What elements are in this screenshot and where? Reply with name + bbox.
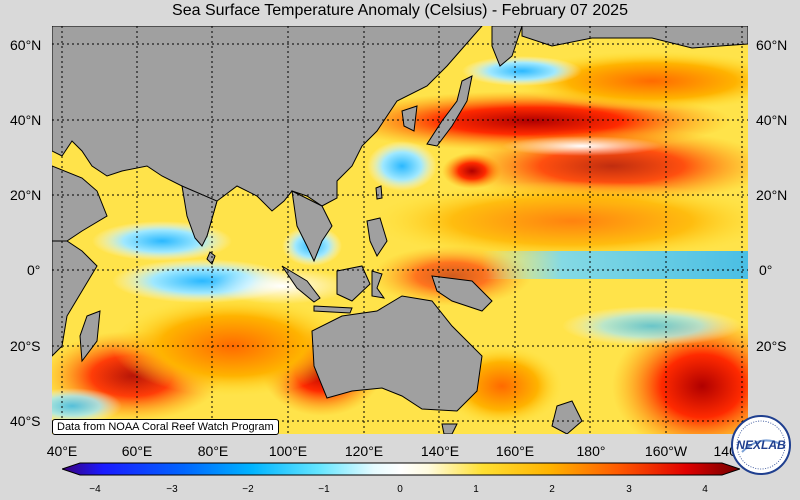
taiwan (375, 185, 383, 200)
korea (401, 105, 418, 132)
colorbar-tick: −4 (89, 484, 101, 495)
new-guinea (431, 275, 493, 312)
borneo (336, 265, 371, 302)
colorbar-tick: 0 (397, 484, 403, 495)
lat-label-right: 20°N (756, 187, 788, 203)
colorbar-tick: −2 (242, 484, 254, 495)
data-credit: Data from NOAA Coral Reef Watch Program (52, 419, 279, 435)
lat-label-right: 60°N (756, 37, 788, 53)
colorbar-tick: −1 (318, 484, 330, 495)
nexlab-logo: NEXLAB (731, 415, 791, 475)
india (181, 185, 218, 247)
java (313, 305, 353, 314)
lon-label: 160°W (644, 443, 688, 459)
lon-label: 160°E (495, 443, 535, 459)
sumatra (281, 265, 321, 303)
lon-label: 120°E (344, 443, 384, 459)
sst-anomaly-map (52, 26, 748, 434)
lat-label-right: 0° (759, 262, 773, 278)
map-title: Sea Surface Temperature Anomaly (Celsius… (172, 2, 628, 19)
lon-label: 80°E (197, 443, 229, 459)
new-zealand (551, 400, 583, 434)
lon-label: 140°E (420, 443, 460, 459)
colorbar (62, 462, 740, 476)
lat-label-right: 20°S (756, 338, 787, 354)
lat-label-left: 40°S (10, 413, 41, 429)
lon-label: 40°E (46, 443, 78, 459)
colorbar-tick: 1 (473, 484, 479, 495)
colorbar-tick: −3 (166, 484, 178, 495)
lat-label-left: 40°N (10, 112, 42, 128)
lat-label-right: 40°N (756, 112, 788, 128)
sulawesi (371, 270, 386, 299)
indochina (291, 190, 333, 263)
aleutian-rim (521, 26, 748, 49)
colorbar-tick: 3 (626, 484, 632, 495)
sri-lanka (206, 251, 216, 265)
asia-landmass (52, 26, 483, 238)
japan (426, 75, 473, 147)
philippines (366, 217, 388, 258)
colorbar-tick: 2 (549, 484, 555, 495)
lon-label: 180° (576, 443, 606, 459)
lat-label-left: 20°S (10, 338, 41, 354)
lat-label-left: 60°N (10, 37, 42, 53)
svg-text:NEXLAB: NEXLAB (736, 438, 786, 452)
lon-label: 60°E (121, 443, 153, 459)
madagascar (79, 310, 101, 363)
lon-label: 100°E (268, 443, 308, 459)
lat-label-left: 0° (27, 262, 41, 278)
tasmania (441, 423, 458, 434)
colorbar-tick: 4 (702, 484, 708, 495)
lat-label-left: 20°N (10, 187, 42, 203)
